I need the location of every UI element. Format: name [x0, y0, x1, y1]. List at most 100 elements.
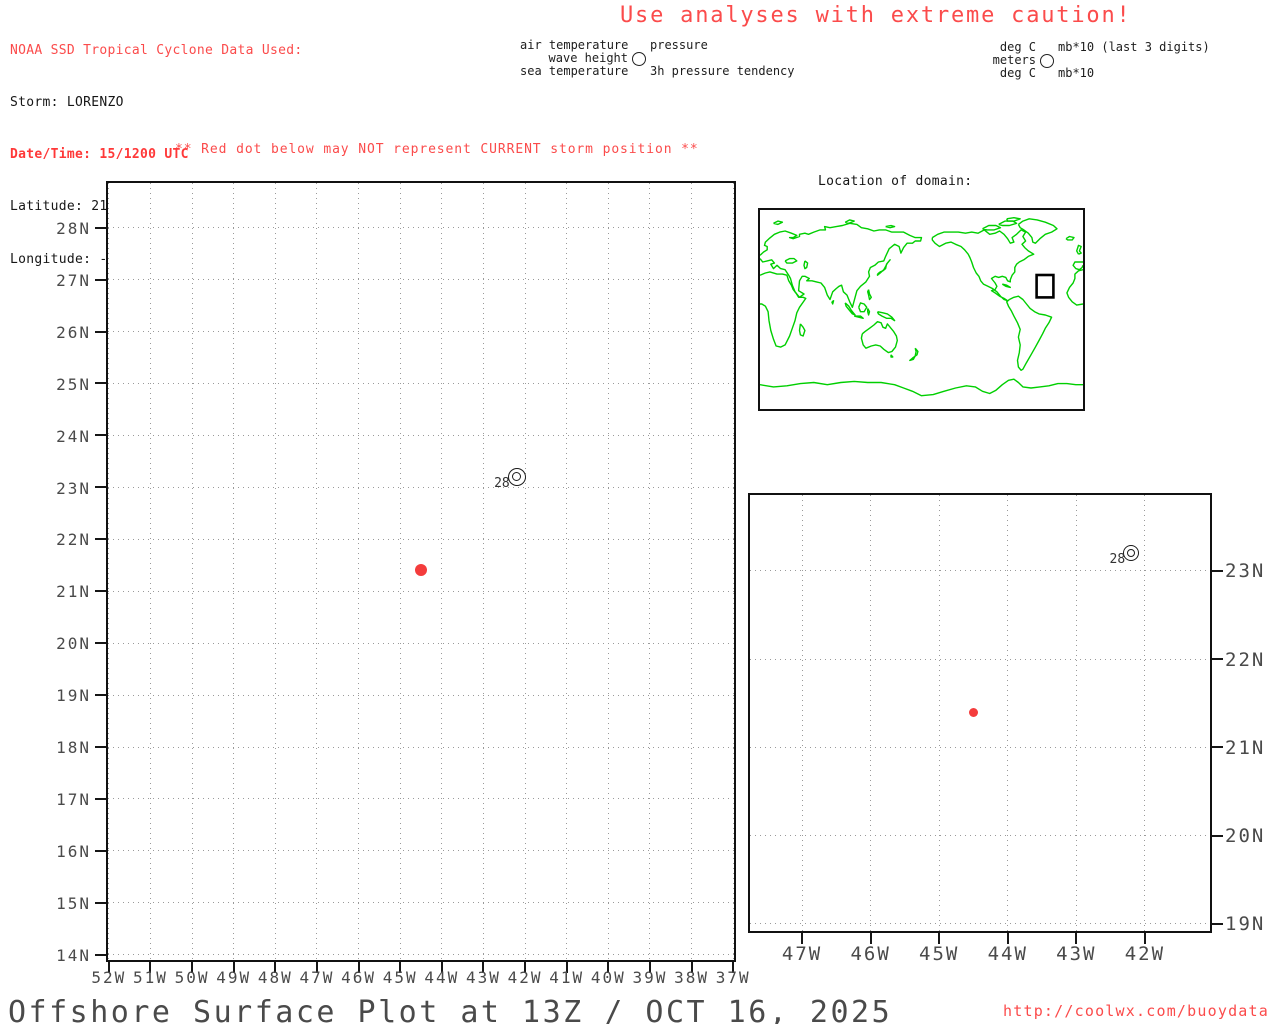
info-line-storm: Storm: LORENZO	[10, 95, 124, 111]
x-axis-tick	[690, 962, 693, 973]
x-tick-label: 38W	[674, 968, 709, 987]
x-axis-tick	[524, 962, 527, 973]
y-axis-tick	[95, 849, 106, 852]
inset-title: Location of domain:	[818, 174, 973, 189]
gridline-vertical	[482, 183, 484, 960]
station-outer-circle	[1123, 545, 1140, 562]
coastline-path	[1065, 235, 1075, 241]
x-tick-label: 46W	[850, 943, 891, 965]
coastline-path	[1017, 218, 1058, 244]
y-tick-label: 22N	[1225, 648, 1266, 671]
x-axis-tick	[357, 962, 360, 973]
gridline-horizontal	[108, 434, 734, 436]
y-axis-tick	[95, 953, 106, 956]
x-tick-label: 49W	[216, 968, 252, 987]
gridline-vertical	[801, 495, 803, 931]
x-axis-tick	[191, 962, 194, 973]
x-tick-label: 47W	[781, 943, 823, 965]
x-axis-tick	[565, 962, 568, 973]
coastline-path	[890, 354, 894, 358]
unit-mb10-top: mb*10 (last 3 digits)	[1058, 40, 1210, 54]
unit-deg-c-bottom: deg C	[999, 66, 1036, 80]
coastline-path	[1076, 244, 1082, 255]
coastline-path	[909, 347, 919, 362]
coastline-path	[860, 321, 898, 354]
coastline-path	[773, 220, 784, 226]
source-url-link[interactable]: http://coolwx.com/buoydata	[1003, 1002, 1269, 1020]
units-legend: deg C meters deg C mb*10 (last 3 digits)…	[992, 41, 1210, 80]
x-tick-label: 43W	[1056, 943, 1097, 965]
y-tick-label: 28N	[56, 218, 91, 238]
x-tick-label: 40W	[590, 968, 626, 987]
y-tick-label: 23N	[56, 478, 91, 498]
x-axis-tick	[149, 962, 152, 973]
gridline-vertical	[316, 183, 318, 960]
gridline-vertical	[149, 183, 151, 960]
legend-pressure-tendency: 3h pressure tendency	[650, 64, 795, 78]
coastline-path	[798, 323, 806, 337]
coastline-path	[831, 300, 835, 305]
x-axis-tick	[1143, 933, 1146, 944]
x-axis-tick	[232, 962, 235, 973]
coastline-path	[803, 260, 809, 270]
world-coastline-map	[759, 217, 1084, 397]
coastline-path	[1066, 269, 1084, 306]
y-tick-label: 25N	[56, 374, 91, 394]
unit-deg-c-top: deg C	[999, 40, 1036, 54]
coastline-path	[1006, 217, 1021, 222]
gridline-vertical	[691, 183, 693, 960]
x-tick-label: 42W	[507, 968, 543, 987]
y-tick-label: 21N	[56, 582, 91, 602]
x-tick-label: 52W	[91, 968, 127, 987]
coastline-path	[1072, 261, 1084, 271]
x-tick-label: 46W	[341, 968, 377, 987]
gridline-vertical	[274, 183, 276, 960]
caution-headline: Use analyses with extreme caution!	[620, 3, 1132, 28]
station-value-label: 28	[494, 475, 510, 491]
gridline-vertical	[108, 183, 110, 960]
y-tick-label: 24N	[56, 426, 91, 446]
coastline-path	[759, 378, 1083, 397]
coastline-path	[759, 222, 923, 308]
y-axis-tick	[95, 226, 106, 229]
gridline-horizontal	[750, 923, 1210, 925]
gridline-vertical	[566, 183, 568, 960]
y-axis-tick	[95, 797, 106, 800]
station-value-label: 28	[1109, 552, 1126, 568]
y-tick-label: 26N	[56, 322, 91, 342]
gridline-horizontal	[108, 227, 734, 229]
station-circle-icon	[632, 51, 646, 66]
coastline-path	[982, 224, 1002, 231]
x-tick-label: 44W	[987, 943, 1028, 965]
x-tick-label: 48W	[257, 968, 293, 987]
y-tick-label: 21N	[1225, 736, 1266, 759]
station-inner-circle	[1127, 549, 1136, 558]
gridline-horizontal	[108, 486, 734, 488]
gridline-vertical	[358, 183, 360, 960]
gridline-horizontal	[750, 835, 1210, 837]
y-tick-label: 23N	[1225, 560, 1266, 583]
gridline-vertical	[524, 183, 526, 960]
gridline-horizontal	[108, 382, 734, 384]
gridline-vertical	[191, 183, 193, 960]
gridline-vertical	[233, 183, 235, 960]
gridline-vertical	[1075, 495, 1077, 931]
y-tick-label: 15N	[56, 894, 91, 914]
y-axis-tick	[1212, 834, 1223, 837]
x-axis-tick	[1006, 933, 1009, 944]
gridline-vertical	[441, 183, 443, 960]
x-axis-tick	[1075, 933, 1078, 944]
y-axis-tick	[95, 486, 106, 489]
gridline-horizontal	[750, 570, 1210, 572]
y-tick-label: 27N	[56, 270, 91, 290]
gridline-vertical	[870, 495, 872, 931]
gridline-horizontal	[108, 850, 734, 852]
x-tick-label: 37W	[715, 968, 751, 987]
y-axis-tick	[95, 434, 106, 437]
y-tick-label: 20N	[1225, 825, 1266, 848]
x-tick-label: 51W	[133, 968, 168, 987]
x-axis-tick	[938, 933, 941, 944]
station-model-legend: air temperature wave height sea temperat…	[520, 39, 795, 78]
gridline-vertical	[649, 183, 651, 960]
coastline-path	[1006, 295, 1053, 371]
